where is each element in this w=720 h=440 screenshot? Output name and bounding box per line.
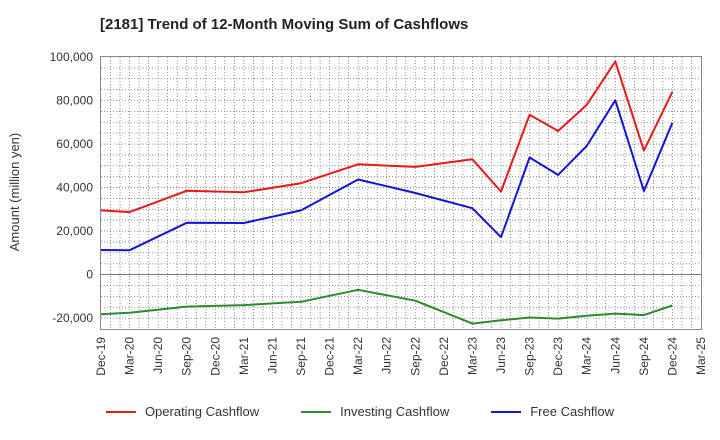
series-line-investing-cashflow (100, 288, 673, 325)
x-tick-label: Dec-21 (323, 337, 337, 376)
plot-frame (100, 56, 702, 330)
x-tick-label: Mar-24 (580, 337, 594, 375)
y-tick-label: 40,000 (56, 181, 93, 195)
y-tick-label: 20,000 (56, 224, 93, 238)
series-lines (100, 60, 674, 325)
x-tick-label: Mar-22 (351, 337, 365, 375)
x-tick-label: Mar-21 (237, 337, 251, 375)
x-tick-label: Jun-22 (380, 337, 394, 374)
y-tick-label: 0 (86, 268, 93, 282)
x-tick-label: Mar-25 (694, 337, 708, 375)
x-tick-label: Dec-20 (208, 337, 222, 376)
x-tick-label: Jun-21 (265, 337, 279, 374)
y-axis-title: Amount (million yen) (7, 133, 22, 252)
legend-swatch (105, 410, 136, 413)
x-tick-label: Dec-19 (94, 337, 108, 376)
chart-title: [2181] Trend of 12-Month Moving Sum of C… (100, 16, 469, 33)
x-tick-label: Mar-23 (465, 337, 479, 375)
x-tick-label: Sep-22 (408, 337, 422, 376)
grid (101, 57, 701, 329)
legend-item: Investing Cashflow (301, 404, 449, 419)
legend: Operating Cashflow Investing Cashflow Free… (0, 404, 720, 419)
legend-item: Operating Cashflow (105, 404, 260, 419)
x-tick-label: Sep-23 (523, 337, 537, 376)
y-tick-label: 60,000 (56, 137, 93, 151)
x-tick-label: Mar-20 (123, 337, 137, 375)
legend-label: Free Cashflow (530, 404, 615, 419)
series-line-operating-cashflow (100, 60, 674, 214)
x-tick-label: Sep-21 (294, 337, 308, 376)
x-tick-label: Jun-20 (151, 337, 165, 374)
y-tick-label: 100,000 (50, 50, 94, 64)
x-tick-label: Jun-24 (608, 337, 622, 374)
x-tick-label: Jun-23 (494, 337, 508, 374)
x-axis-ticks: Dec-19 Mar-20 Jun-20 Sep-20 Dec-20 Mar-21 Jun-… (94, 337, 708, 376)
x-tick-label: Sep-24 (637, 337, 651, 376)
legend-label: Operating Cashflow (144, 404, 260, 419)
legend-label: Investing Cashflow (340, 404, 450, 419)
x-tick-label: Dec-24 (665, 337, 679, 376)
legend-swatch (301, 410, 332, 413)
y-tick-label: 80,000 (56, 94, 93, 108)
series-line-free-cashflow (100, 99, 674, 252)
x-tick-label: Sep-20 (180, 337, 194, 376)
legend-item: Free Cashflow (491, 404, 614, 419)
x-tick-label: Dec-23 (551, 337, 565, 376)
legend-swatch (491, 410, 522, 413)
x-tick-label: Dec-22 (437, 337, 451, 376)
y-axis-ticks: 100,000 80,000 60,000 40,000 20,000 0 -20,000 (50, 50, 94, 325)
y-tick-label: -20,000 (52, 311, 93, 325)
